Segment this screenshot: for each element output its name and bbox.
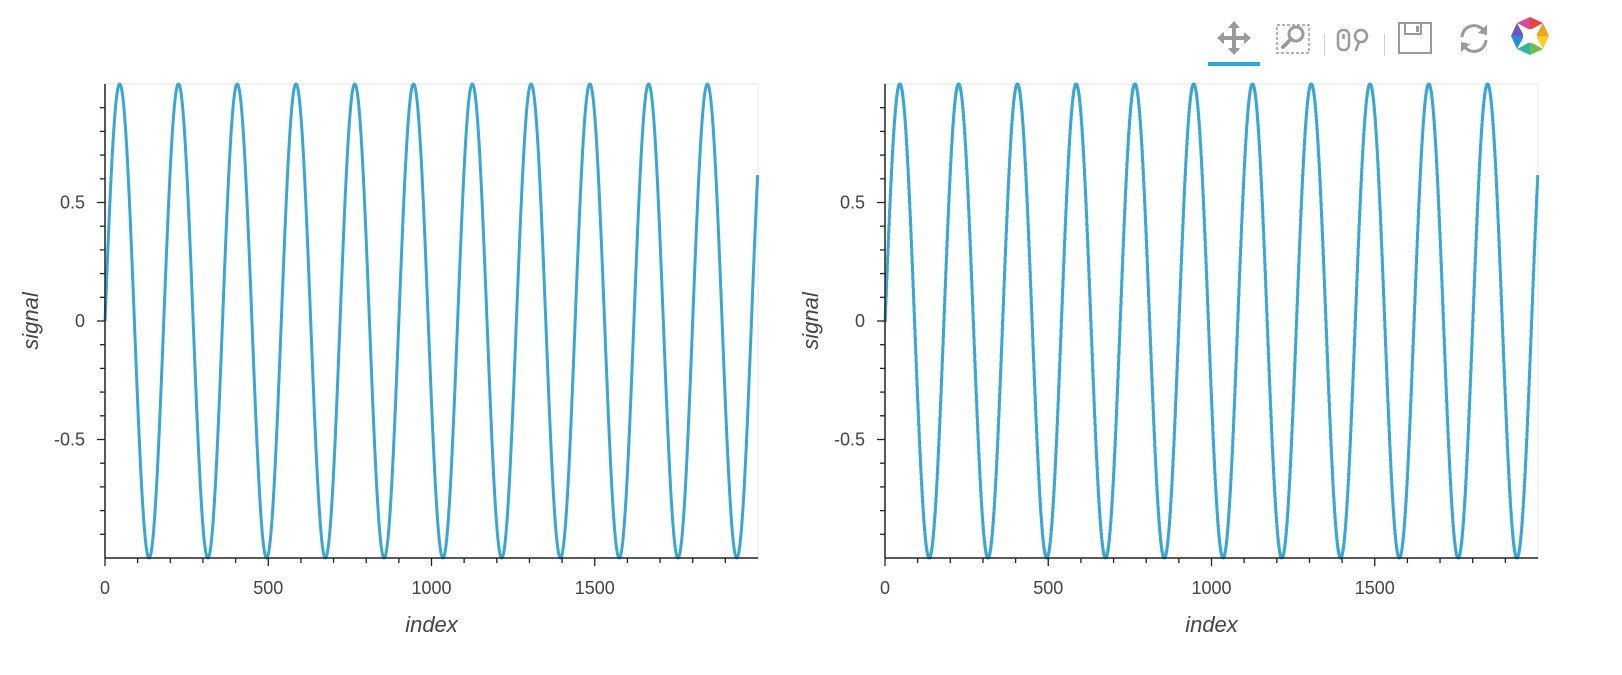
x-tick-label: 1500 <box>1355 578 1395 598</box>
x-axis-label: index <box>405 612 459 637</box>
save-icon <box>1398 22 1432 54</box>
box-zoom-tool[interactable] <box>1268 10 1320 66</box>
x-tick-label: 1000 <box>411 578 451 598</box>
x-axis-label: index <box>1185 612 1239 637</box>
chart-left[interactable]: 0 500 1000 1500 -0.5 0 0.5 index signal <box>0 68 780 670</box>
y-axis-label: signal <box>18 291 43 350</box>
bokeh-logo[interactable] <box>1504 10 1556 66</box>
x-tick-label: 1000 <box>1191 578 1231 598</box>
x-tick-label: 1500 <box>575 578 615 598</box>
y-tick-label: 0 <box>75 311 85 331</box>
x-tick-label: 0 <box>880 578 890 598</box>
wheel-zoom-tool[interactable] <box>1328 10 1380 66</box>
reset-icon <box>1460 24 1488 53</box>
toolbar <box>1208 10 1620 66</box>
y-tick-label: -0.5 <box>54 430 85 450</box>
chart-right[interactable]: 0 500 1000 1500 -0.5 0 0.5 index signal <box>780 68 1560 670</box>
series-line-1-0 <box>883 82 1540 560</box>
plot-left[interactable]: 0 500 1000 1500 -0.5 0 0.5 index signal <box>0 68 780 670</box>
x-tick-label: 500 <box>253 578 283 598</box>
bokeh-logo-icon <box>1511 17 1549 55</box>
x-tick-label: 500 <box>1033 578 1063 598</box>
wheel-zoom-icon <box>1336 28 1369 52</box>
reset-tool[interactable] <box>1448 10 1500 66</box>
toolbar-separator <box>1384 34 1385 56</box>
plot-frame <box>104 83 759 559</box>
pan-tool[interactable] <box>1208 10 1260 66</box>
series-line-0-0 <box>103 82 760 560</box>
y-tick-label: -0.5 <box>834 430 865 450</box>
y-tick-label: 0.5 <box>840 193 865 213</box>
plot-frame <box>884 83 1539 559</box>
box-zoom-icon <box>1276 24 1310 54</box>
plot-right[interactable]: 0 500 1000 1500 -0.5 0 0.5 index signal <box>780 68 1560 670</box>
pan-icon <box>1217 21 1251 55</box>
save-tool[interactable] <box>1390 10 1442 66</box>
y-tick-label: 0.5 <box>60 193 85 213</box>
x-tick-label: 0 <box>100 578 110 598</box>
y-tick-label: 0 <box>855 311 865 331</box>
toolbar-separator <box>1324 34 1325 56</box>
y-axis-label: signal <box>798 291 823 350</box>
